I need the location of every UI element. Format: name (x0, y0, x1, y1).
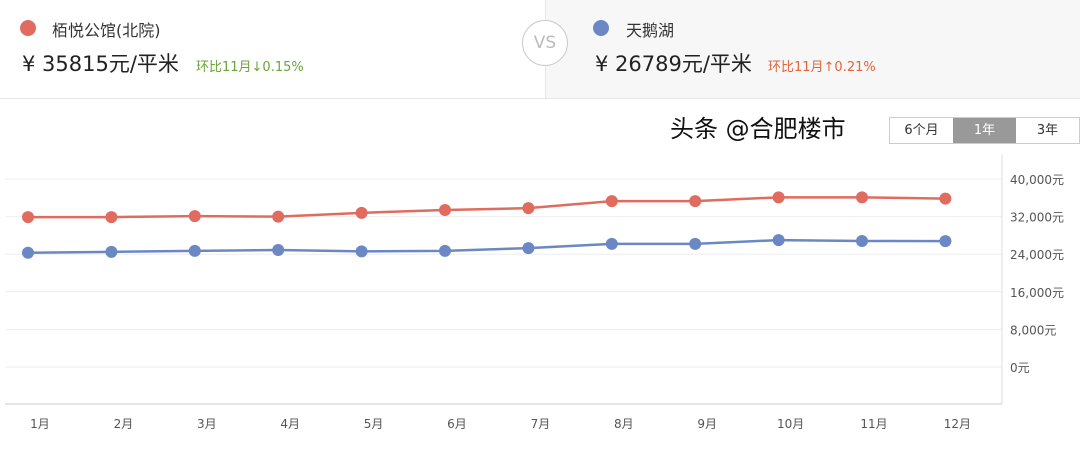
x-tick-label: 12月 (944, 417, 971, 431)
right-project-change: 环比11月↑0.21% (768, 60, 876, 75)
right-project-panel: 天鹅湖 ¥ 26789元/平米 环比11月↑0.21% (545, 0, 1080, 99)
series-1-point (105, 245, 118, 258)
x-tick-label: 7月 (531, 417, 551, 431)
series-0-point (105, 211, 118, 224)
blue-series-dot-icon (593, 20, 609, 36)
series-1-point (939, 235, 952, 248)
series-1-point (856, 235, 868, 248)
series-1-point (439, 244, 451, 257)
left-project-name: 栢悦公馆(北院) (52, 21, 161, 40)
series-1-point (605, 237, 618, 250)
x-tick-label: 10月 (777, 417, 804, 431)
x-tick-label: 3月 (197, 417, 217, 431)
y-tick-label: 24,000元 (1010, 248, 1064, 262)
series-0-point (772, 191, 785, 204)
series-1-point (689, 237, 702, 250)
range-tab-3-years[interactable]: 3年 (1016, 118, 1079, 143)
range-selector: 6个月 1年 3年 (889, 117, 1080, 144)
y-tick-label: 16,000元 (1010, 286, 1064, 300)
series-1-point (188, 244, 201, 257)
x-tick-label: 6月 (447, 417, 467, 431)
series-0-point (689, 195, 702, 208)
series-1-point (522, 242, 535, 255)
series-1-point (22, 246, 34, 259)
range-tab-1-year[interactable]: 1年 (953, 118, 1016, 143)
x-tick-label: 2月 (114, 417, 134, 431)
series-0-point (22, 211, 34, 224)
series-line-0 (28, 196, 946, 219)
x-tick-label: 8月 (614, 417, 634, 431)
series-0-point (188, 210, 201, 223)
x-tick-label: 1月 (30, 417, 50, 431)
left-project-price: ¥ 35815元/平米 (22, 52, 179, 76)
series-0-point (939, 192, 952, 205)
series-line-1 (27, 238, 946, 255)
series-0-point (272, 210, 285, 223)
red-series-dot-icon (20, 20, 36, 36)
y-tick-label: 32,000元 (1010, 211, 1064, 225)
range-tab-6-months[interactable]: 6个月 (890, 118, 953, 143)
y-tick-label: 8,000元 (1010, 323, 1056, 337)
left-project-change: 环比11月↓0.15% (196, 60, 304, 75)
series-0-point (355, 206, 368, 219)
right-project-name: 天鹅湖 (626, 21, 675, 40)
series-1-point (355, 245, 368, 258)
series-0-point (522, 202, 535, 215)
left-project-panel: 栢悦公馆(北院) ¥ 35815元/平米 环比11月↓0.15% (0, 0, 545, 99)
x-tick-label: 11月 (860, 417, 887, 431)
series-1-point (772, 234, 785, 247)
x-tick-label: 9月 (697, 417, 717, 431)
price-trend-chart: 40,000元 32,000元 24,000元 16,000元 8,000元 0元 1月 2月… (5, 155, 1064, 431)
watermark: 头条 @合肥楼市 (670, 115, 846, 143)
x-tick-label: 4月 (280, 417, 300, 431)
x-tick-label: 5月 (364, 417, 384, 431)
series-0-point (605, 195, 618, 208)
vs-badge: VS (522, 20, 568, 66)
series-0-point (439, 204, 451, 217)
series-0-point (856, 191, 868, 204)
y-tick-label: 40,000元 (1010, 173, 1064, 187)
series-1-point (272, 243, 285, 256)
y-tick-label: 0元 (1010, 361, 1030, 375)
right-project-price: ¥ 26789元/平米 (595, 52, 752, 76)
